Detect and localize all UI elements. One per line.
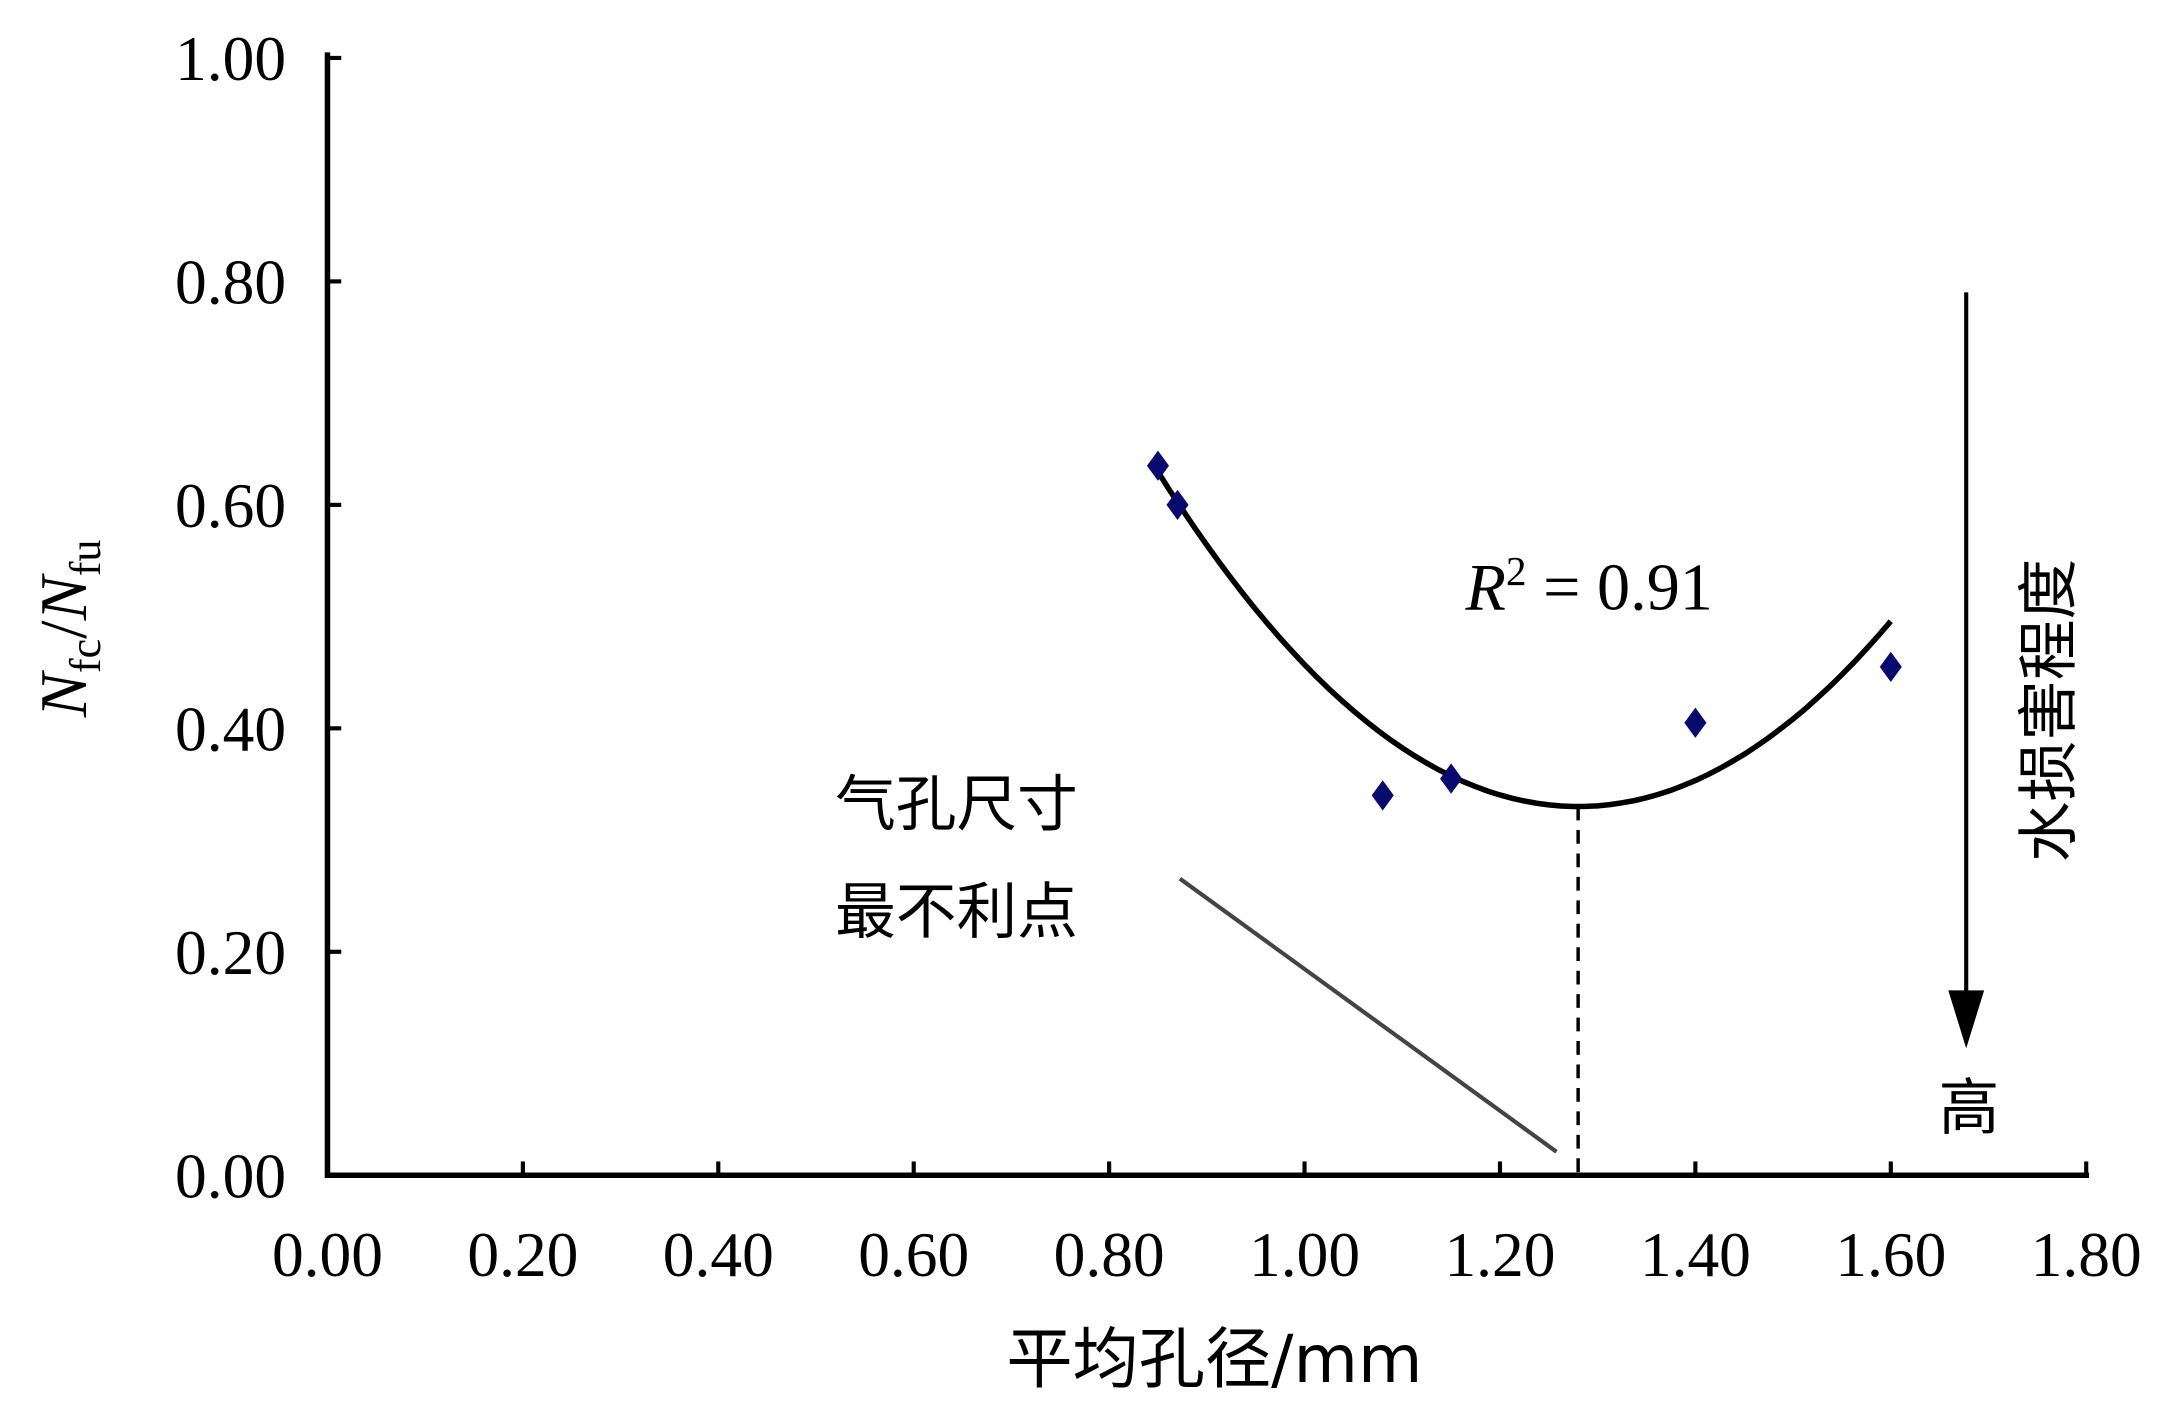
x-tick-label: 1.80 [2031,1219,2142,1290]
data-point [1879,651,1902,683]
annotation-leader-line [1178,877,1558,1154]
x-tick-label: 1.40 [1640,1219,1751,1290]
fit-curve [1155,470,1893,810]
y-tick-label: 0.80 [175,246,286,317]
y-axis-label: Nfc/Nfu [28,539,110,718]
x-tick-label: 1.20 [1444,1219,1555,1290]
x-tick-label: 0.00 [272,1219,383,1290]
y-tick-label: 0.40 [175,693,286,764]
y-tick-label: 1.00 [175,23,286,94]
x-tick-label: 0.20 [467,1219,578,1290]
x-tick-label: 0.40 [663,1219,774,1290]
annotation-line2: 最不利点 [835,877,1078,947]
y-tick-label: 0.60 [175,470,286,541]
annotation-line1: 气孔尺寸 [835,770,1078,840]
data-point [1146,450,1170,481]
x-tick-label: 1.00 [1249,1219,1360,1290]
data-point [1440,763,1463,794]
x-tick-label: 0.80 [1054,1219,1165,1290]
axes [324,52,2089,1179]
data-point [1371,780,1394,811]
y-tick-label: 0.20 [175,917,286,988]
x-axis-label: 平均孔径/mm [1006,1321,1422,1398]
y-tick-label: 0.00 [175,1140,286,1211]
r2-label: R2 = 0.91 [1464,548,1712,625]
data-point [1684,707,1707,738]
x-tick-label: 1.60 [1835,1219,1946,1290]
x-tick-label: 0.60 [858,1219,969,1290]
damage-label: 水损害程度 [2015,559,2085,862]
arrow-end-label: 高 [1939,1073,2000,1143]
arrow-down-icon [1948,990,1985,1049]
